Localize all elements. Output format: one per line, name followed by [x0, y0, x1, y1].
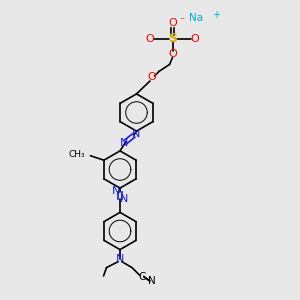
Text: O: O	[168, 49, 177, 59]
Text: +: +	[212, 10, 220, 20]
Text: O: O	[168, 18, 177, 28]
Text: ⁻: ⁻	[179, 16, 185, 26]
Text: N: N	[119, 194, 128, 205]
Text: CH₃: CH₃	[68, 150, 85, 159]
Text: O: O	[146, 34, 154, 44]
Text: N: N	[112, 185, 121, 196]
Text: N: N	[116, 254, 124, 264]
Text: Na: Na	[189, 13, 204, 23]
Text: N: N	[132, 129, 140, 140]
Text: N: N	[148, 276, 156, 286]
Text: N: N	[119, 137, 128, 148]
Text: O: O	[190, 34, 200, 44]
Text: O: O	[147, 72, 156, 82]
Text: S: S	[168, 32, 177, 46]
Text: C: C	[139, 272, 146, 282]
